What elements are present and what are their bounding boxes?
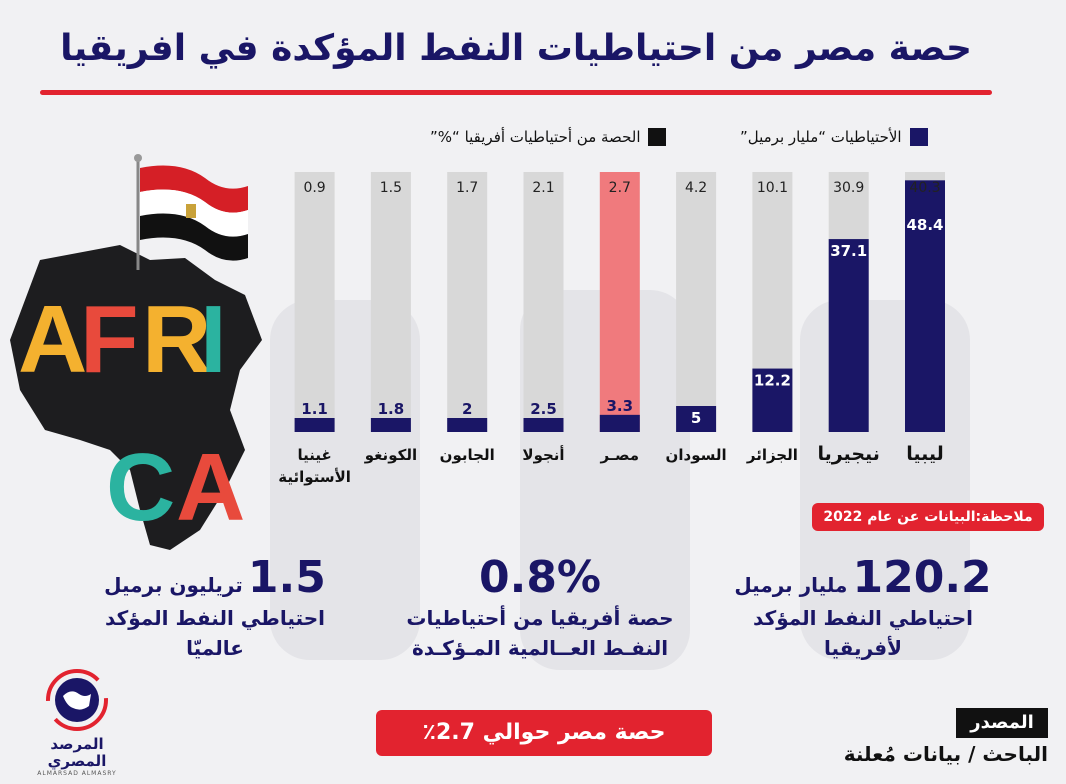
bar-reserves <box>523 418 564 432</box>
stat-desc-line2: عالميّا <box>186 636 244 660</box>
stat-value: 1.5 <box>247 552 326 603</box>
bar-background <box>294 172 335 432</box>
africa-map-silhouette <box>10 245 262 550</box>
legend-reserves: الأحتياطيات “مليار برميل” <box>740 128 928 146</box>
category-label: الكونغو <box>364 446 417 464</box>
stat-africa-share: 0.8% حصة أفريقيا من أحتياطيات النفـط الع… <box>390 552 690 663</box>
share-label: 2.1 <box>532 180 554 196</box>
africa-letter: A <box>18 286 87 393</box>
africa-letter: I <box>200 286 227 393</box>
bar-reserves <box>752 368 793 432</box>
category-label: الجابون <box>440 446 495 464</box>
logo-text-line1: المرصد <box>50 735 104 753</box>
stat-value: 120.2 <box>852 552 992 603</box>
legend-share: الحصة من أحتياطيات أفريقيا “%” <box>430 128 667 146</box>
legend-reserves-label: الأحتياطيات “مليار برميل” <box>740 128 902 146</box>
title-divider <box>40 90 992 95</box>
legend-share-label: الحصة من أحتياطيات أفريقيا “%” <box>430 128 641 146</box>
page-title: حصة مصر من احتياطيات النفط المؤكدة في اف… <box>60 28 972 69</box>
stat-desc-line1: حصة أفريقيا من أحتياطيات <box>406 606 674 630</box>
stat-desc-line1: احتياطي النفط المؤكد <box>753 606 973 630</box>
stat-africa-reserves: 120.2 مليار برميل احتياطي النفط المؤكد ل… <box>718 552 1008 663</box>
category-label: ليبيا <box>906 443 944 465</box>
logo-text-en: ALMARSAD ALMASRY <box>37 770 117 777</box>
reserve-label: 2 <box>462 400 472 418</box>
reserve-label: 1.8 <box>378 400 405 418</box>
flag-pole-top <box>134 154 142 162</box>
source-label: المصدر <box>956 708 1048 738</box>
data-year-note: ملاحظة:البيانات عن عام 2022 <box>812 503 1044 531</box>
reserve-label: 2.5 <box>530 400 557 418</box>
stat-desc-line2: لأفريقيا <box>823 636 902 660</box>
bar-background <box>370 172 411 432</box>
africa-letter: A <box>176 434 245 541</box>
share-label: 30.9 <box>833 180 864 196</box>
bar-reserves <box>676 406 717 432</box>
bar-background <box>599 172 640 432</box>
bar-background <box>523 172 564 432</box>
egypt-flag-black <box>140 213 248 261</box>
egypt-flag-red <box>140 165 248 213</box>
bar-chart: 40.3 48.4 ليبيا 30.9 37.1 نيجيريا 10.1 12.2 الجز… <box>278 172 945 486</box>
category-label: السودان <box>666 446 727 464</box>
category-label: غينيا <box>297 446 331 464</box>
bar-reserves <box>599 414 640 432</box>
bar-background <box>676 172 717 432</box>
bar-reserves <box>370 418 411 432</box>
share-label: 2.7 <box>609 180 631 196</box>
bar-background <box>447 172 488 432</box>
share-label: 1.5 <box>380 180 402 196</box>
egypt-share-callout: حصة مصر حوالي 2.7٪ <box>376 710 712 756</box>
reserve-label: 5 <box>691 409 701 427</box>
category-label: نيجيريا <box>817 443 879 465</box>
stat-value: 0.8% <box>478 552 602 603</box>
egypt-flag-eagle <box>186 204 196 218</box>
bar-reserves <box>447 418 488 432</box>
africa-letter: C <box>106 434 175 541</box>
share-label: 0.9 <box>303 180 325 196</box>
category-label: مصـر <box>600 446 640 464</box>
stat-desc-line2: النفـط العــالمية المـؤكـدة <box>411 636 669 660</box>
source-text: الباحث / بيانات مُعلنة <box>843 742 1048 766</box>
africa-word: A F R I C A <box>18 286 245 541</box>
globe-icon <box>46 669 108 731</box>
reserve-label: 12.2 <box>754 372 791 390</box>
africa-letter: R <box>142 286 211 393</box>
category-label: الأستوائية <box>278 468 351 486</box>
stat-desc-line1: احتياطي النفط المؤكد <box>105 606 325 630</box>
stat-world-reserves: 1.5 تريليون برميل احتياطي النفط المؤكد ع… <box>80 552 350 663</box>
category-label: أنجولا <box>522 445 564 464</box>
bar-reserves <box>294 418 335 432</box>
share-label: 10.1 <box>757 180 788 196</box>
stat-unit: تريليون برميل <box>104 573 243 597</box>
reserve-label: 1.1 <box>301 400 328 418</box>
africa-illustration: A F R I C A <box>10 154 262 550</box>
share-label: 40.3 <box>909 180 940 196</box>
bar-reserves <box>905 180 945 432</box>
share-label: 4.2 <box>685 180 707 196</box>
africa-letter: F <box>80 286 139 393</box>
legend-swatch-navy <box>909 128 928 146</box>
bar-reserves <box>828 239 869 432</box>
stat-unit: مليار برميل <box>734 573 848 597</box>
logo-text-line2: المصري <box>47 752 107 770</box>
category-label: الجزائر <box>746 446 798 464</box>
reserve-label: 3.3 <box>607 397 634 415</box>
reserve-label: 37.1 <box>830 242 867 260</box>
share-label: 1.7 <box>456 180 478 196</box>
reserve-label: 48.4 <box>906 216 943 234</box>
almarsad-logo: المرصد المصري ALMARSAD ALMASRY <box>22 668 132 778</box>
legend-swatch-black <box>648 128 667 146</box>
